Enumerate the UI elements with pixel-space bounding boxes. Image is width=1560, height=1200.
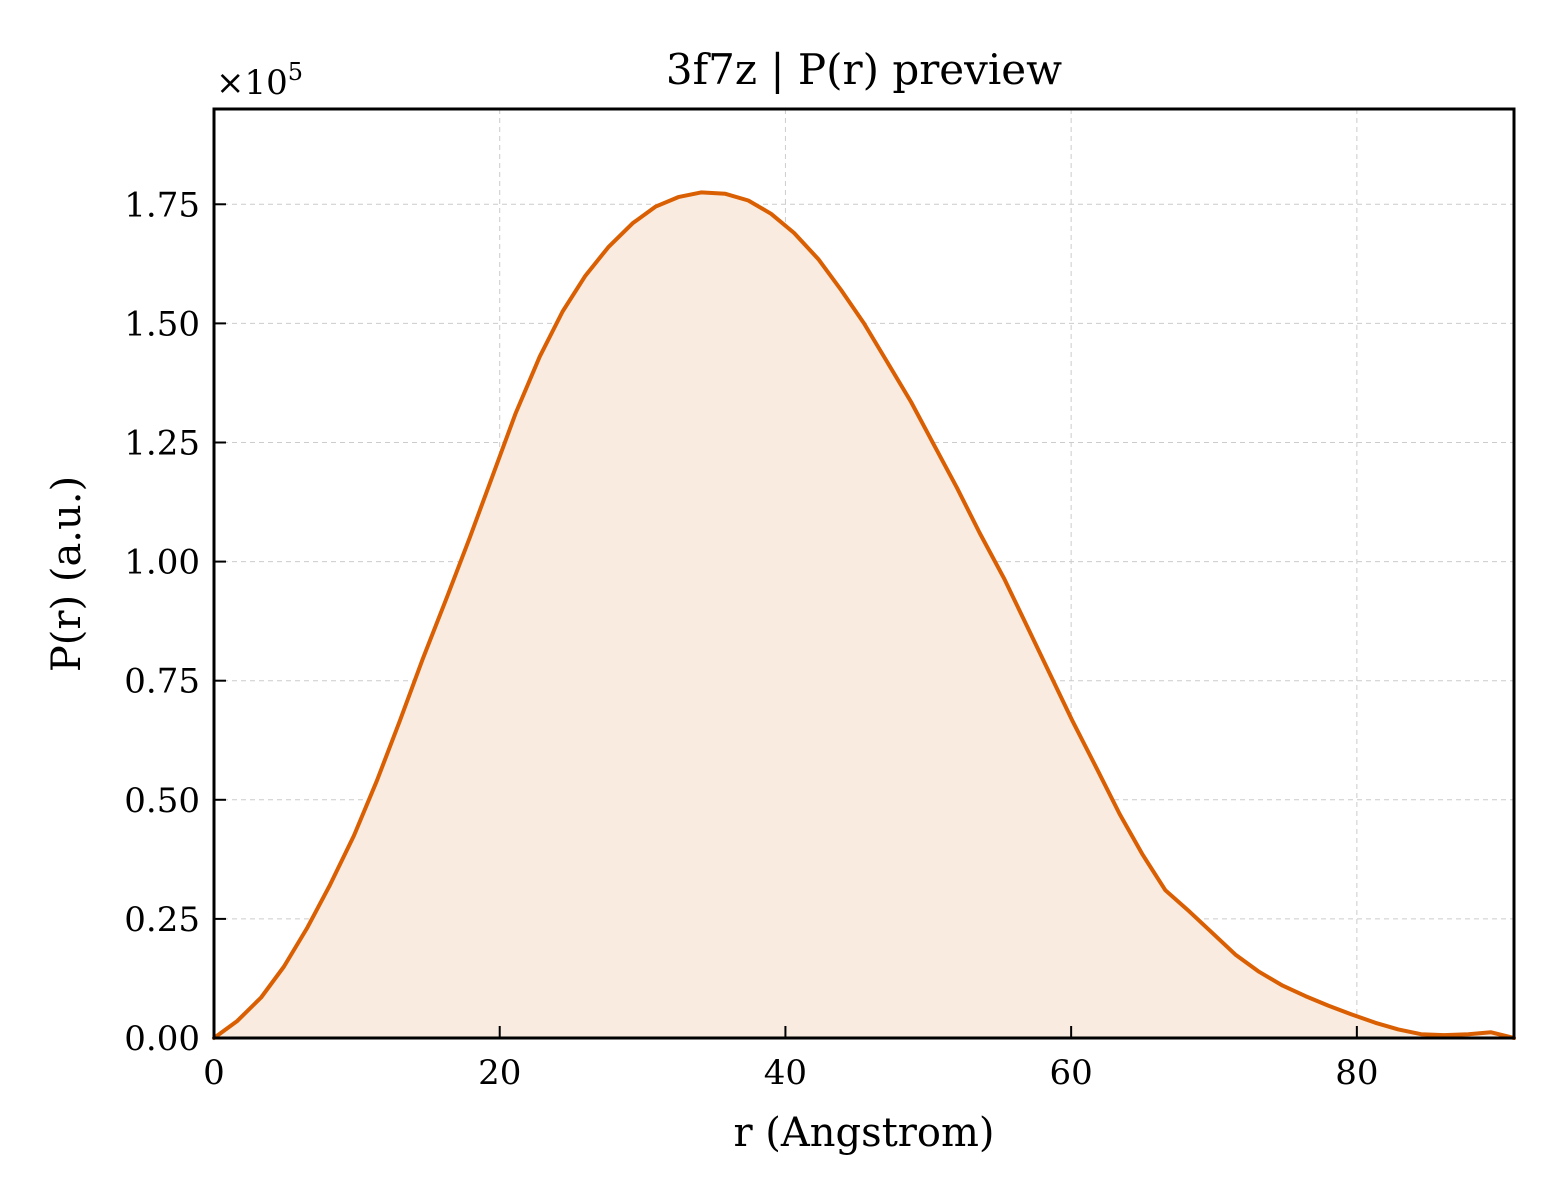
x-tick-label: 0 bbox=[203, 1053, 225, 1093]
y-tick-label: 0.25 bbox=[124, 900, 200, 940]
y-tick-label: 0.50 bbox=[124, 781, 200, 821]
x-axis-label: r (Angstrom) bbox=[733, 1110, 994, 1156]
y-axis-multiplier-exponent: 5 bbox=[288, 58, 303, 86]
x-tick-label: 20 bbox=[478, 1053, 521, 1093]
y-tick-label: 1.25 bbox=[124, 423, 200, 463]
distribution-line bbox=[212, 190, 1516, 1040]
y-tick-label: 1.00 bbox=[124, 543, 200, 583]
y-tick-label: 0.00 bbox=[124, 1019, 200, 1059]
y-tick-label: 0.75 bbox=[124, 662, 200, 702]
plot-frame bbox=[212, 107, 1516, 1040]
chart-title: 3f7z | P(r) preview bbox=[666, 45, 1062, 94]
distribution-area-fill bbox=[214, 192, 1514, 1038]
x-tick-label: 60 bbox=[1050, 1053, 1093, 1093]
y-axis-multiplier-base: ×10 bbox=[216, 63, 288, 103]
x-tick-label: 80 bbox=[1335, 1053, 1378, 1093]
y-tick-label: 1.50 bbox=[124, 304, 200, 344]
x-tick-label: 40 bbox=[764, 1053, 807, 1093]
y-axis-label: P(r) (a.u.) bbox=[44, 476, 90, 672]
y-axis-multiplier: ×105 bbox=[216, 58, 303, 103]
tick-labels: 0 20 40 60 80 0.00 0.25 0.50 0.75 1.00 1.25 1.50 1.7… bbox=[124, 185, 1378, 1093]
y-tick-label: 1.75 bbox=[124, 185, 200, 225]
